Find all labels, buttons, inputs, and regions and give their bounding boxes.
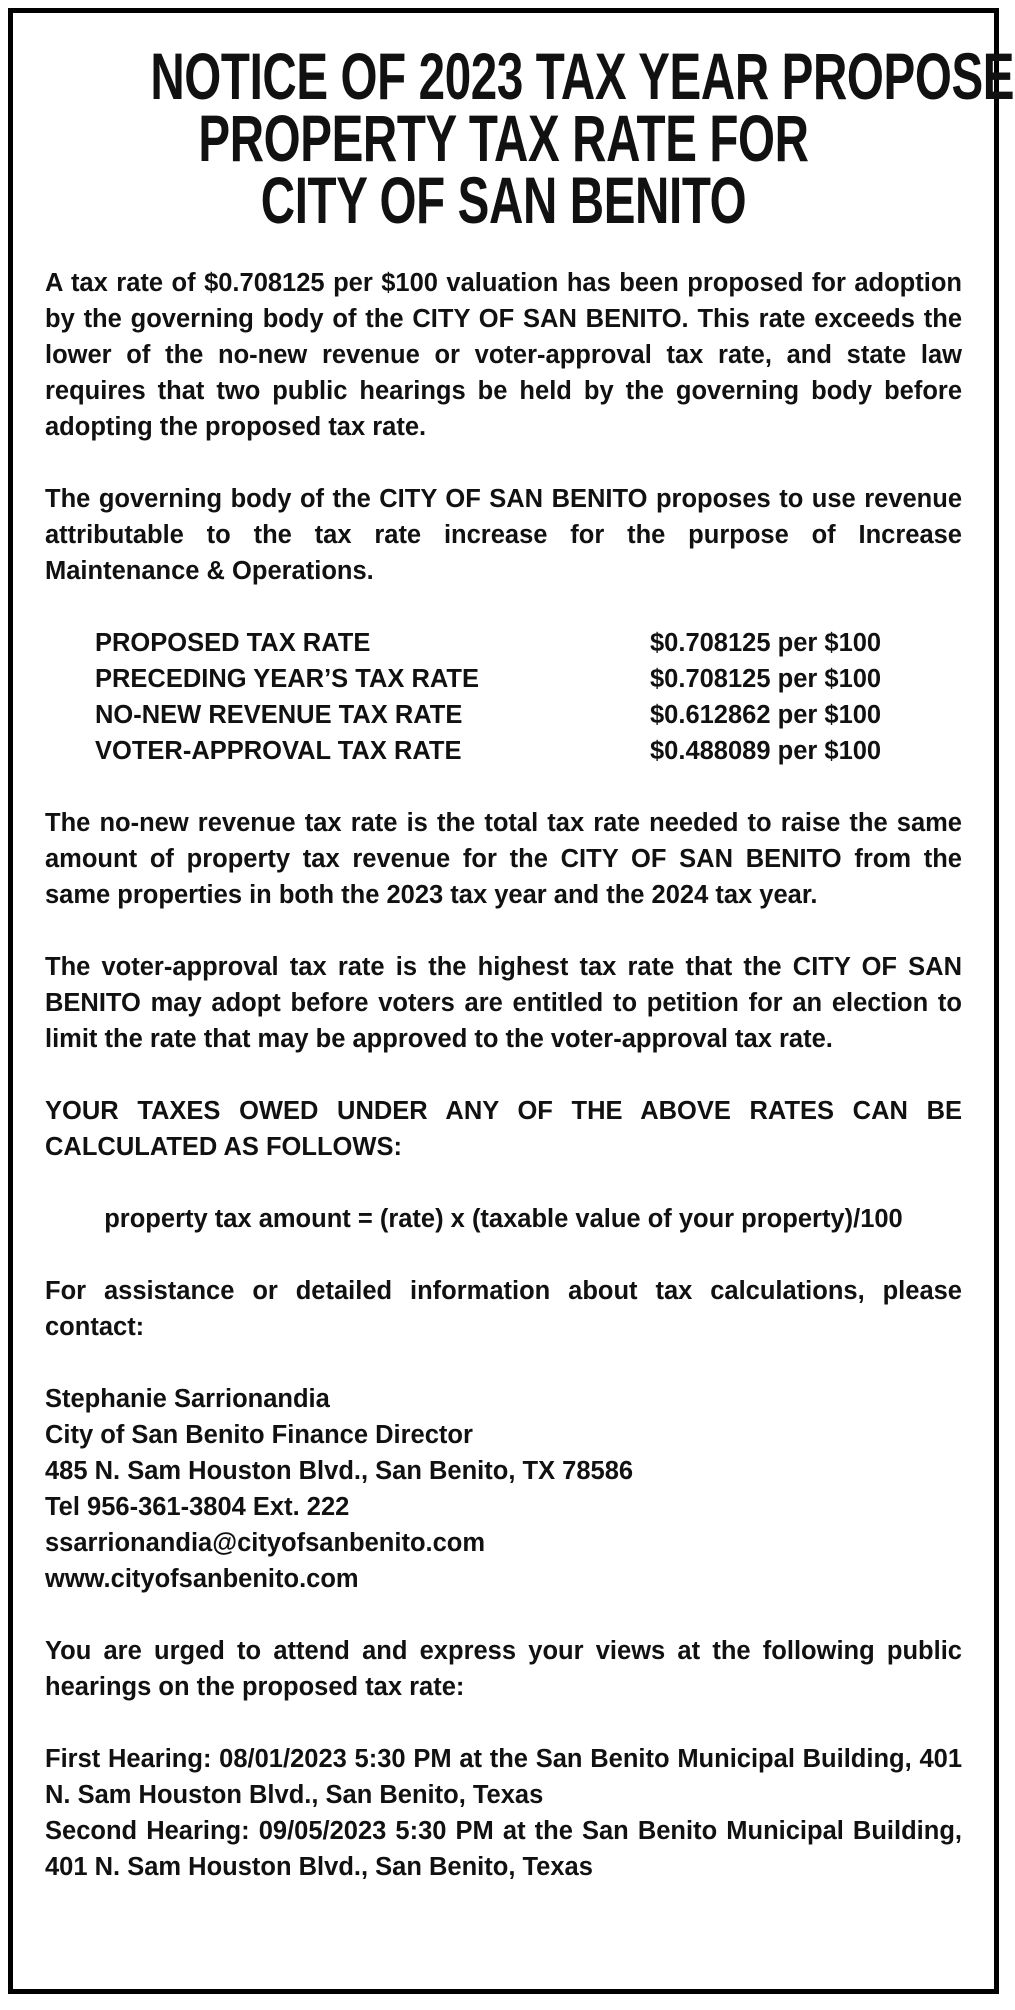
rate-row: PRECEDING YEAR’S TAX RATE $0.708125 per $… — [95, 661, 962, 697]
urge: You are urged to attend and express your… — [45, 1637, 962, 1701]
intro: A tax rate of $0.708125 per $100 valuati… — [45, 269, 962, 441]
rate-value: $0.708125 per $100 — [650, 665, 882, 693]
calculation-heading: YOUR TAXES OWED UNDER ANY OF THE ABOVE R… — [45, 1097, 962, 1161]
assistance: For assistance or detailed information a… — [45, 1277, 962, 1341]
hearings: First Hearing: 08/01/2023 5:30 PM at the… — [45, 1741, 962, 1885]
contact-line: ssarrionandia@cityofsanbenito.com — [45, 1529, 486, 1557]
purpose: The governing body of the CITY OF SAN BE… — [45, 485, 962, 585]
contact: Stephanie Sarrionandia City of San Benit… — [45, 1381, 962, 1597]
formula: property tax amount = (rate) x (taxable … — [104, 1205, 903, 1233]
no-new-revenue-note: The no-new revenue tax rate is the total… — [45, 809, 962, 909]
contact-line: Tel 956-361-3804 Ext. 222 — [45, 1493, 350, 1521]
title-line: NOTICE OF 2023 TAX YEAR PROPOSED — [150, 39, 1015, 113]
notice-body: A tax rate of $0.708125 per $100 valuati… — [45, 265, 962, 1885]
rate-table: PROPOSED TAX RATE $0.708125 per $100 PREC… — [95, 625, 962, 769]
rate-value: $0.708125 per $100 — [650, 629, 882, 657]
rate-value: $0.488089 per $100 — [650, 737, 882, 765]
title-line: CITY OF SAN BENITO — [260, 163, 747, 237]
contact-line: 485 N. Sam Houston Blvd., San Benito, TX… — [45, 1457, 634, 1485]
rate-label: PRECEDING YEAR’S TAX RATE — [95, 665, 479, 693]
title-line: PROPERTY TAX RATE FOR — [198, 101, 809, 175]
rate-label: PROPOSED TAX RATE — [95, 629, 371, 657]
notice-frame: NOTICE OF 2023 TAX YEAR PROPOSED PROPERT… — [8, 8, 1015, 1994]
contact-line: www.cityofsanbenito.com — [45, 1565, 359, 1593]
rate-row: VOTER-APPROVAL TAX RATE $0.488089 per $10… — [95, 733, 962, 769]
rate-value: $0.612862 per $100 — [650, 701, 882, 729]
hearing: First Hearing: 08/01/2023 5:30 PM at the… — [45, 1745, 962, 1809]
rate-label: NO-NEW REVENUE TAX RATE — [95, 701, 463, 729]
voter-approval-note: The voter-approval tax rate is the highe… — [45, 953, 962, 1053]
hearing: Second Hearing: 09/05/2023 5:30 PM at th… — [45, 1817, 962, 1881]
contact-line: City of San Benito Finance Director — [45, 1421, 473, 1449]
contact-line: Stephanie Sarrionandia — [45, 1385, 330, 1413]
rate-row: PROPOSED TAX RATE $0.708125 per $100 — [95, 625, 962, 661]
rate-label: VOTER-APPROVAL TAX RATE — [95, 737, 462, 765]
title: NOTICE OF 2023 TAX YEAR PROPOSED PROPERT… — [13, 39, 1015, 237]
rate-row: NO-NEW REVENUE TAX RATE $0.612862 per $10… — [95, 697, 962, 733]
